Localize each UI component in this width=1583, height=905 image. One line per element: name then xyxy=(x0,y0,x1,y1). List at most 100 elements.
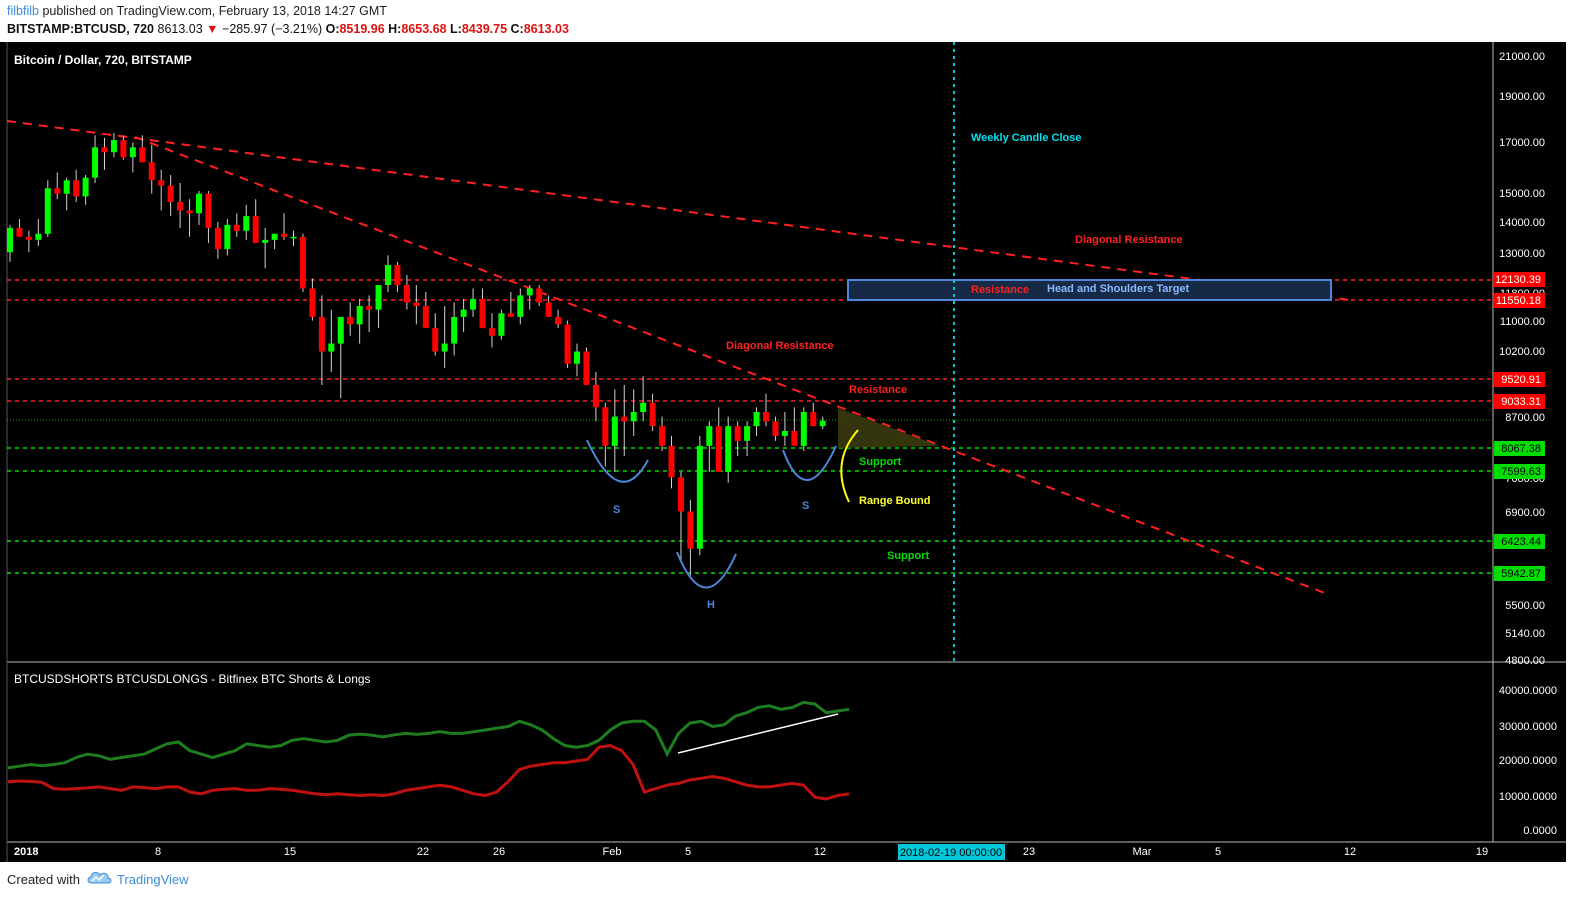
candle-up[interactable] xyxy=(110,140,117,153)
tradingview-link[interactable]: TradingView xyxy=(117,872,189,887)
candle-up[interactable] xyxy=(696,445,703,549)
candle-down[interactable] xyxy=(139,147,146,163)
candle-up[interactable] xyxy=(337,316,344,344)
longs-trendline[interactable] xyxy=(677,713,839,754)
candle-down[interactable] xyxy=(583,351,590,385)
candle-down[interactable] xyxy=(592,384,599,408)
candle-up[interactable] xyxy=(44,188,51,234)
candle-down[interactable] xyxy=(233,224,240,231)
range-bound-arc[interactable] xyxy=(840,429,859,503)
diagonal-resistance-line[interactable] xyxy=(134,136,1331,596)
candle-up[interactable] xyxy=(196,193,202,214)
candle-up[interactable] xyxy=(744,426,751,441)
longs-series-line[interactable] xyxy=(7,700,850,770)
candle-up[interactable] xyxy=(224,224,231,250)
candle-down[interactable] xyxy=(177,201,184,211)
candle-down[interactable] xyxy=(488,328,495,336)
candle-down[interactable] xyxy=(101,147,108,153)
head-curve[interactable] xyxy=(676,551,737,589)
candle-down[interactable] xyxy=(810,411,817,427)
candle-up[interactable] xyxy=(243,216,250,231)
candle-up[interactable] xyxy=(262,239,269,243)
candle-down[interactable] xyxy=(318,316,325,352)
time-axis[interactable]: 2018 8 15 22 26 Feb 5 12 23 Mar 5 12 19 … xyxy=(14,844,1488,860)
candle-down[interactable] xyxy=(16,227,23,237)
candle-up[interactable] xyxy=(7,227,13,253)
candle-down[interactable] xyxy=(677,477,684,512)
head-shoulders-target-box[interactable] xyxy=(847,279,1332,301)
candle-down[interactable] xyxy=(763,411,769,422)
candle-down[interactable] xyxy=(252,216,259,243)
candle-down[interactable] xyxy=(148,162,155,181)
candle-up[interactable] xyxy=(725,426,732,472)
candle-down[interactable] xyxy=(621,416,628,422)
candle-up[interactable] xyxy=(819,420,826,427)
candle-down[interactable] xyxy=(545,302,552,317)
candle-down[interactable] xyxy=(299,236,306,289)
candle-down[interactable] xyxy=(791,430,798,446)
candle-down[interactable] xyxy=(120,140,127,158)
candle-down[interactable] xyxy=(432,328,439,352)
candle-down[interactable] xyxy=(536,288,543,303)
candle-down[interactable] xyxy=(602,407,609,446)
candle-up[interactable] xyxy=(328,343,335,352)
candle-up[interactable] xyxy=(129,147,136,158)
shorts-series-line[interactable] xyxy=(7,743,850,801)
candle-up[interactable] xyxy=(706,426,713,446)
candle-down[interactable] xyxy=(403,285,410,303)
candle-down[interactable] xyxy=(214,227,221,250)
candle-down[interactable] xyxy=(507,313,514,317)
candle-up[interactable] xyxy=(375,285,382,310)
right-shoulder-curve[interactable] xyxy=(782,445,837,481)
candle-up[interactable] xyxy=(517,295,524,317)
candle-down[interactable] xyxy=(158,180,165,186)
candle-down[interactable] xyxy=(659,426,666,446)
candle-down[interactable] xyxy=(668,445,675,478)
candle-down[interactable] xyxy=(479,298,486,329)
candle-down[interactable] xyxy=(54,188,61,194)
candle-down[interactable] xyxy=(715,426,722,472)
candle-down[interactable] xyxy=(205,193,212,228)
candle-down[interactable] xyxy=(25,236,32,240)
candle-up[interactable] xyxy=(526,288,533,296)
candle-up[interactable] xyxy=(441,343,448,352)
chart-area[interactable]: Bitcoin / Dollar, 720, BITSTAMP BTCUSDSH… xyxy=(0,42,1566,862)
candle-up[interactable] xyxy=(290,236,297,239)
author-link[interactable]: filbfilb xyxy=(7,4,39,18)
candle-down[interactable] xyxy=(394,265,401,286)
candle-down[interactable] xyxy=(564,324,571,364)
candle-down[interactable] xyxy=(73,180,80,197)
candle-down[interactable] xyxy=(413,302,420,307)
candle-up[interactable] xyxy=(92,147,99,178)
indicator-axis[interactable]: 40000.0000 30000.0000 20000.0000 10000.0… xyxy=(1499,685,1557,837)
candle-down[interactable] xyxy=(649,402,656,427)
candle-up[interactable] xyxy=(470,298,477,310)
candle-down[interactable] xyxy=(734,426,741,441)
candle-up[interactable] xyxy=(574,351,580,364)
candle-down[interactable] xyxy=(281,233,288,237)
chart-canvas[interactable]: Bitcoin / Dollar, 720, BITSTAMP BTCUSDSH… xyxy=(0,42,1566,862)
candle-up[interactable] xyxy=(385,265,391,286)
candle-down[interactable] xyxy=(186,210,193,214)
candle-down[interactable] xyxy=(309,288,316,317)
candle-up[interactable] xyxy=(63,180,70,194)
candle-up[interactable] xyxy=(498,313,505,336)
candle-up[interactable] xyxy=(640,402,647,412)
candle-up[interactable] xyxy=(460,309,467,317)
candle-up[interactable] xyxy=(800,411,807,446)
diagonal-resistance-line[interactable] xyxy=(6,120,1351,301)
left-shoulder-curve[interactable] xyxy=(586,439,649,483)
candle-up[interactable] xyxy=(82,177,89,197)
candle-down[interactable] xyxy=(347,316,354,325)
candle-down[interactable] xyxy=(366,306,373,310)
candle-down[interactable] xyxy=(167,185,174,202)
candle-up[interactable] xyxy=(611,416,618,446)
candle-down[interactable] xyxy=(687,511,694,549)
triangle-pattern[interactable] xyxy=(838,408,940,448)
candle-up[interactable] xyxy=(630,411,637,422)
candle-up[interactable] xyxy=(271,233,278,240)
candle-down[interactable] xyxy=(555,316,562,325)
candle-up[interactable] xyxy=(35,233,42,240)
candle-up[interactable] xyxy=(451,316,458,344)
candle-up[interactable] xyxy=(781,430,788,436)
